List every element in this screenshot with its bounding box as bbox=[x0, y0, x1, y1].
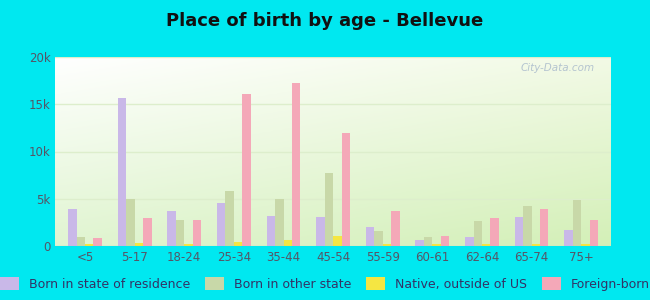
Bar bbox=[317, 217, 325, 246]
Bar bbox=[234, 242, 242, 246]
Bar bbox=[333, 236, 341, 246]
Bar bbox=[540, 209, 549, 246]
Bar bbox=[523, 206, 532, 246]
Bar bbox=[465, 238, 474, 246]
Bar bbox=[68, 209, 77, 246]
Bar bbox=[325, 173, 333, 246]
Bar bbox=[77, 236, 85, 246]
Legend: Born in state of residence, Born in other state, Native, outside of US, Foreign-: Born in state of residence, Born in othe… bbox=[0, 277, 650, 291]
Bar bbox=[168, 211, 176, 246]
Bar bbox=[590, 220, 598, 246]
Bar bbox=[366, 227, 374, 246]
Text: Place of birth by age - Bellevue: Place of birth by age - Bellevue bbox=[166, 12, 484, 30]
Bar bbox=[383, 244, 391, 246]
Bar bbox=[490, 218, 499, 246]
Bar bbox=[424, 238, 432, 246]
Bar bbox=[143, 218, 151, 246]
Bar bbox=[226, 191, 234, 246]
Bar bbox=[581, 244, 590, 246]
Bar bbox=[482, 244, 490, 246]
Bar bbox=[135, 243, 143, 246]
Bar bbox=[217, 203, 226, 246]
Bar bbox=[192, 220, 201, 246]
Bar bbox=[292, 82, 300, 246]
Bar bbox=[532, 244, 540, 246]
Bar bbox=[441, 236, 449, 246]
Bar bbox=[391, 211, 400, 246]
Bar bbox=[415, 240, 424, 246]
Bar bbox=[564, 230, 573, 246]
Bar bbox=[374, 231, 383, 246]
Bar bbox=[176, 220, 184, 246]
Bar bbox=[94, 238, 102, 246]
Text: City-Data.com: City-Data.com bbox=[520, 63, 594, 73]
Bar bbox=[283, 240, 292, 246]
Bar bbox=[126, 199, 135, 246]
Bar bbox=[573, 200, 581, 246]
Bar bbox=[432, 244, 441, 246]
Bar bbox=[474, 221, 482, 246]
Bar bbox=[341, 133, 350, 246]
Bar bbox=[184, 244, 192, 246]
Bar bbox=[515, 217, 523, 246]
Bar bbox=[118, 98, 126, 246]
Bar bbox=[266, 216, 275, 246]
Bar bbox=[275, 199, 283, 246]
Bar bbox=[242, 94, 251, 246]
Bar bbox=[85, 244, 94, 246]
